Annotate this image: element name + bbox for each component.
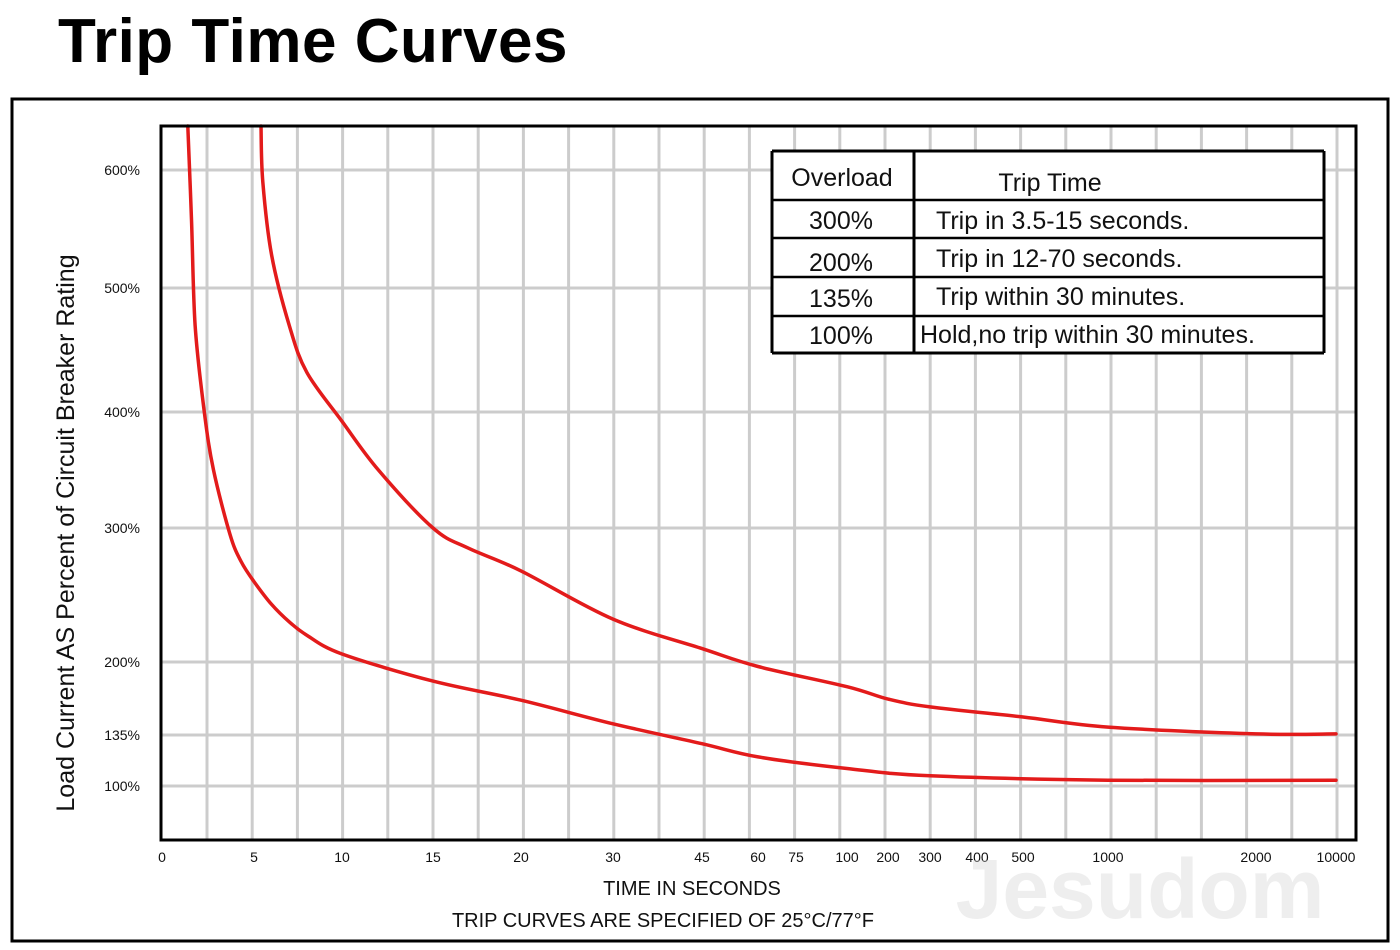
x-tick-label: 10000 xyxy=(1317,849,1356,865)
x-tick-labels: 0 5 10 15 20 30 45 60 75 100 200 300 400 500 1000 2000 1… xyxy=(158,849,1356,865)
x-tick-label: 500 xyxy=(1011,849,1035,865)
table-cell-overload: 200% xyxy=(809,249,873,277)
trip-curves xyxy=(186,124,1338,783)
y-tick-label: 200% xyxy=(104,654,140,670)
x-tick-label: 200 xyxy=(876,849,900,865)
y-tick-label: 600% xyxy=(104,162,140,178)
y-tick-label: 300% xyxy=(104,520,140,536)
x-tick-label: 45 xyxy=(694,849,710,865)
trip-time-table: Overload Trip Time 300% Trip in 3.5-15 s… xyxy=(770,149,1326,355)
page-title: Trip Time Curves xyxy=(58,7,568,76)
table-header-trip-time: Trip Time xyxy=(998,169,1101,197)
table-cell-trip-time: Trip within 30 minutes. xyxy=(936,283,1185,311)
chart-footnote: TRIP CURVES ARE SPECIFIED OF 25°C/77°F xyxy=(452,910,874,932)
upper-trip-curve xyxy=(259,124,1338,737)
watermark-logo: Jesudom xyxy=(956,842,1325,936)
table-background xyxy=(772,151,1324,353)
y-tick-label: 100% xyxy=(104,778,140,794)
table-grid xyxy=(770,149,1326,355)
x-tick-label: 15 xyxy=(425,849,441,865)
x-tick-label: 20 xyxy=(513,849,529,865)
x-tick-label: 1000 xyxy=(1092,849,1123,865)
table-cell-trip-time: Trip in 3.5-15 seconds. xyxy=(936,207,1189,235)
x-tick-label: 5 xyxy=(250,849,258,865)
x-tick-label: 75 xyxy=(788,849,804,865)
plot-area-border xyxy=(159,124,1358,842)
table-cell-overload: 135% xyxy=(809,285,873,313)
y-axis-title: Load Current AS Percent of Circuit Break… xyxy=(52,254,80,811)
x-tick-label: 100 xyxy=(835,849,859,865)
y-tick-label: 500% xyxy=(104,280,140,296)
x-tick-label: 30 xyxy=(605,849,621,865)
lower-trip-curve xyxy=(186,124,1338,783)
table-cell-trip-time: Hold,no trip within 30 minutes. xyxy=(920,321,1255,349)
y-tick-label: 400% xyxy=(104,404,140,420)
x-tick-label: 2000 xyxy=(1240,849,1271,865)
chart-frame xyxy=(10,97,1390,943)
y-tick-labels: 600% 500% 400% 300% 200% 135% 100% xyxy=(104,162,140,794)
x-axis-title: TIME IN SECONDS xyxy=(603,878,781,900)
x-tick-label: 0 xyxy=(158,849,166,865)
x-tick-label: 300 xyxy=(918,849,942,865)
table-cell-trip-time: Trip in 12-70 seconds. xyxy=(936,245,1182,273)
x-tick-label: 10 xyxy=(334,849,350,865)
x-tick-label: 60 xyxy=(750,849,766,865)
table-header-overload: Overload xyxy=(791,164,892,192)
table-cell-overload: 300% xyxy=(809,207,873,235)
x-tick-label: 400 xyxy=(965,849,989,865)
y-tick-label: 135% xyxy=(104,727,140,743)
table-cell-overload: 100% xyxy=(809,322,873,350)
